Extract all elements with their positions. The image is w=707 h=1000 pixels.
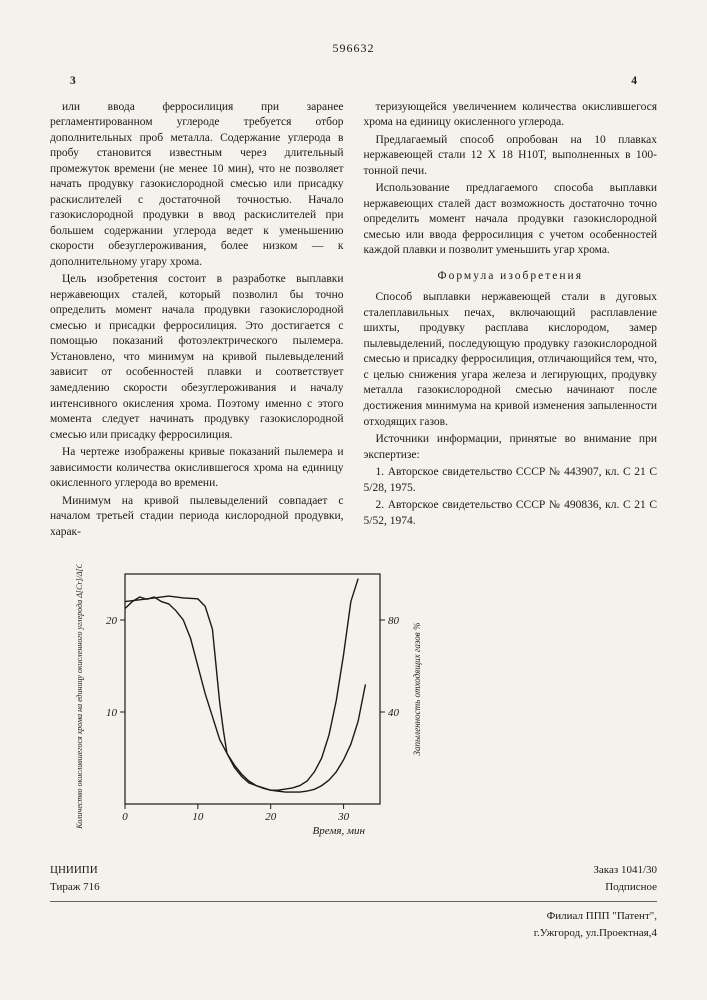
svg-text:30: 30 (337, 811, 350, 823)
para: или ввода ферросилиция при заранее регла… (50, 100, 344, 271)
footer: ЦНИИПИ Заказ 1041/30 Тираж 716 Подписное… (50, 862, 657, 941)
svg-text:20: 20 (265, 811, 277, 823)
left-column: или ввода ферросилиция при заранее регла… (50, 100, 344, 542)
svg-text:20: 20 (106, 615, 118, 627)
para: Использование предлагаемого способа выпл… (364, 181, 658, 259)
para: Предлагаемый способ опробован на 10 плав… (364, 133, 658, 180)
svg-text:10: 10 (106, 707, 118, 719)
para: Минимум на кривой пылевыделений совпадае… (50, 494, 344, 541)
footer-tirazh: Тираж 716 (50, 879, 100, 896)
page-num-left: 3 (70, 74, 76, 90)
footer-sign: Подписное (605, 879, 657, 896)
right-column: теризующейся увеличением количества окис… (364, 100, 658, 542)
text-columns: или ввода ферросилиция при заранее регла… (50, 100, 657, 542)
para: Цель изобретения состоит в разработке вы… (50, 272, 344, 443)
svg-text:Время, мин: Время, мин (313, 825, 366, 837)
chart-container: 0 10 20 30 Время, мин 10 20 40 80 Количество окис… (50, 564, 657, 844)
page-numbers: 3 4 (50, 74, 657, 90)
page-num-right: 4 (631, 74, 637, 90)
formula-title: Формула изобретения (364, 269, 658, 285)
source-ref: 1. Авторское свидетельство СССР № 443907… (364, 465, 658, 496)
svg-text:Запыленность отходящих газов %: Запыленность отходящих газов % (412, 623, 422, 756)
footer-branch: Филиал ППП "Патент", (50, 908, 657, 925)
svg-text:40: 40 (388, 707, 400, 719)
footer-addr: г.Ужгород, ул.Проектная,4 (50, 925, 657, 942)
svg-text:0: 0 (122, 811, 128, 823)
svg-text:80: 80 (388, 615, 400, 627)
footer-order: Заказ 1041/30 (593, 862, 657, 879)
svg-text:10: 10 (192, 811, 204, 823)
footer-org: ЦНИИПИ (50, 862, 98, 879)
para: На чертеже изображены кривые показаний п… (50, 445, 344, 492)
dust-chromium-chart: 0 10 20 30 Время, мин 10 20 40 80 Количество окис… (70, 564, 430, 844)
para: теризующейся увеличением количества окис… (364, 100, 658, 131)
sources-title: Источники информации, принятые во вниман… (364, 432, 658, 463)
svg-text:Количество окислившегося хрома: Количество окислившегося хрома на единиц… (75, 564, 84, 830)
formula-body: Способ выплавки нержавеющей стали в дуго… (364, 290, 658, 430)
source-ref: 2. Авторское свидетельство СССР № 490836… (364, 498, 658, 529)
document-id: 596632 (50, 40, 657, 56)
